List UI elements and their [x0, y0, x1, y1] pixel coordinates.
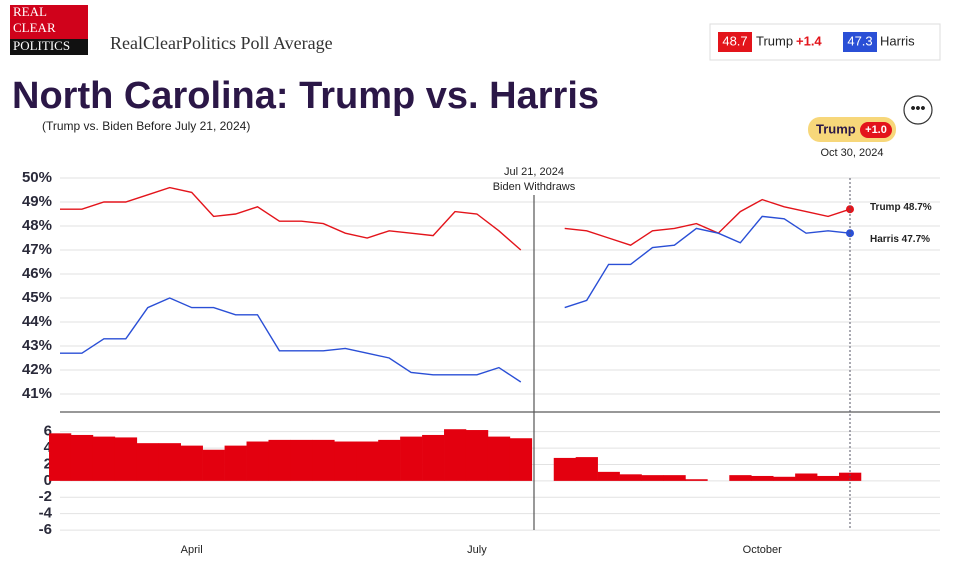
bar [839, 472, 862, 481]
badge-date: Oct 30, 2024 [821, 147, 884, 159]
logo-text: POLITICS [13, 38, 70, 53]
logo-top [10, 5, 88, 41]
menu-dots[interactable]: ••• [911, 100, 926, 116]
y-tick-label: 41% [22, 385, 52, 402]
bar [444, 429, 467, 481]
y-tick-label: 6 [44, 423, 52, 440]
bar [575, 457, 598, 481]
bar [465, 430, 489, 481]
event-date: Jul 21, 2024 [504, 166, 564, 178]
harris-value: 47.3 [847, 33, 872, 48]
x-tick-label: July [467, 544, 487, 556]
bar [158, 443, 181, 481]
end-label: Harris 47.7% [870, 234, 930, 245]
y-tick-label: 45% [22, 289, 52, 306]
bar [553, 457, 576, 481]
y-tick-label: -4 [39, 505, 53, 522]
y-tick-label: 50% [22, 169, 52, 186]
bar [751, 475, 774, 481]
chart-title: North Carolina: Trump vs. Harris [12, 75, 599, 117]
bar [619, 474, 642, 481]
bar [334, 441, 357, 481]
y-tick-label: 44% [22, 313, 52, 330]
y-tick-label: 4 [44, 439, 53, 456]
bar [773, 476, 796, 481]
bar [290, 439, 313, 481]
badge-name: Trump [816, 121, 856, 136]
trump-value: 48.7 [722, 33, 747, 48]
bar [202, 449, 225, 481]
y-tick-label: 48% [22, 217, 52, 234]
y-tick-label: 42% [22, 361, 52, 378]
bar [246, 441, 269, 481]
bar [356, 441, 379, 481]
bar [641, 475, 664, 481]
bar [114, 437, 138, 481]
y-tick-label: -6 [39, 521, 52, 538]
y-tick-label: 47% [22, 241, 52, 258]
y-tick-label: 49% [22, 193, 52, 210]
bar [224, 445, 247, 481]
event-label: Biden Withdraws [493, 181, 576, 193]
bar [92, 436, 116, 481]
bar [685, 479, 708, 481]
harris-name: Harris [880, 33, 915, 48]
bar [49, 433, 72, 481]
bar [180, 445, 203, 481]
trump-name: Trump [756, 33, 793, 48]
bar [509, 438, 533, 481]
bar [597, 471, 620, 481]
end-dot [846, 205, 854, 214]
bar [70, 434, 94, 481]
harris-chip [843, 32, 877, 52]
chart-subtitle: (Trump vs. Biden Before July 21, 2024) [42, 119, 250, 133]
series-line [60, 215, 851, 383]
end-dot [846, 229, 854, 238]
bar [400, 436, 423, 481]
badge-spread: +1.0 [865, 124, 887, 136]
logo-bottom [10, 39, 88, 55]
site-name: RealClearPolitics Poll Average [110, 33, 333, 53]
bar [268, 439, 291, 481]
bar [378, 439, 401, 481]
bar [663, 475, 686, 481]
bar [795, 473, 818, 481]
y-tick-label: 43% [22, 337, 52, 354]
bar [136, 443, 160, 481]
trump-chip [718, 32, 752, 52]
bar [729, 475, 752, 481]
trump-spread: +1.4 [796, 33, 822, 48]
logo-text: REAL [13, 4, 47, 19]
bar [312, 439, 335, 481]
y-tick-label: -2 [39, 488, 52, 505]
bar [817, 475, 840, 481]
y-tick-label: 46% [22, 265, 52, 282]
y-tick-label: 0 [44, 472, 52, 489]
end-label: Trump 48.7% [870, 202, 932, 213]
logo-text: CLEAR [13, 20, 56, 35]
series-line [60, 186, 851, 251]
bar [422, 434, 445, 481]
x-tick-label: October [743, 544, 782, 556]
menu-button[interactable] [903, 95, 933, 125]
y-tick-label: 2 [44, 455, 52, 472]
x-tick-label: April [181, 544, 203, 556]
bar [487, 436, 511, 481]
badge-spread-chip [860, 122, 892, 138]
